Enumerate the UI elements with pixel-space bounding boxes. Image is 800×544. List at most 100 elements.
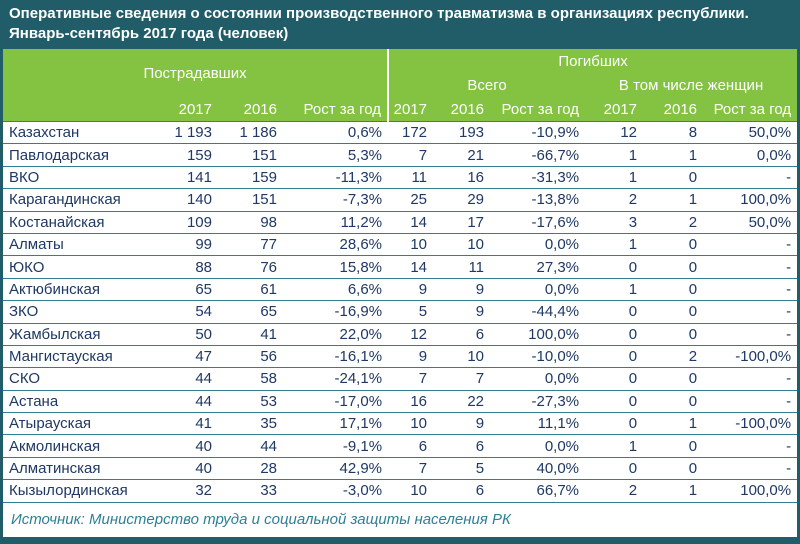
value-cell: 0 [585, 412, 644, 436]
table-row: Алматинская 40 28 42,9% 7 5 40,0% 0 0- [3, 457, 798, 481]
value-cell: 0,0% [490, 233, 586, 257]
value-cell: 10 [433, 345, 491, 369]
value-cell: 5 [388, 300, 434, 324]
value-cell: 6,6% [283, 278, 389, 302]
region-cell: Акмолинская [3, 434, 163, 458]
value-cell: 151 [218, 143, 283, 167]
value-cell: 25 [388, 188, 434, 212]
value-cell: 3 [585, 211, 644, 234]
header-dead-total-2017: 2017 [387, 97, 434, 122]
header-dead-women-growth: Рост за год [703, 97, 798, 122]
value-cell: 5,3% [283, 143, 389, 167]
value-cell: 1 193 [163, 120, 218, 145]
injuries-table: Пострадавших Погибших Всего В том числе … [3, 49, 798, 503]
value-cell: 9 [433, 300, 491, 324]
value-cell: 6 [388, 434, 434, 458]
value-cell: 40 [163, 457, 218, 481]
region-cell: Карагандинская [3, 188, 163, 212]
region-cell: Алматы [3, 233, 163, 257]
value-cell: 10 [433, 233, 491, 257]
value-cell: 2 [585, 188, 644, 212]
value-cell: -11,3% [283, 166, 389, 190]
value-cell: 53 [218, 390, 283, 414]
value-cell: 0,0% [490, 434, 586, 458]
table-row: Астана 44 53 -17,0% 16 22 -27,3% 0 0- [3, 390, 798, 414]
value-cell: 9 [433, 278, 491, 302]
value-cell: 0 [585, 300, 644, 324]
value-cell: 0 [643, 300, 704, 324]
value-cell: 9 [388, 278, 434, 302]
region-cell: Жамбылская [3, 323, 163, 346]
table-body: Казахстан 1 193 1 186 0,6% 172 193 -10,9% 12 8 50… [3, 120, 798, 503]
value-cell: 47 [163, 345, 218, 369]
value-cell: 33 [218, 479, 283, 503]
header-group-dead: Погибших [387, 49, 798, 73]
value-cell: -27,3% [490, 390, 586, 414]
value-cell: 7 [388, 143, 434, 167]
value-cell: 1 [643, 479, 704, 503]
header-dead-total-growth: Рост за год [490, 97, 586, 122]
value-cell: -66,7% [490, 143, 586, 167]
value-cell: 1 [585, 233, 644, 257]
value-cell: 100,0% [703, 479, 798, 503]
value-cell: 10 [388, 412, 434, 436]
value-cell: 1 [585, 434, 644, 458]
region-cell: Актюбинская [3, 278, 163, 302]
header-injured-growth: Рост за год [283, 97, 389, 122]
value-cell: - [703, 434, 798, 458]
value-cell: 50,0% [703, 211, 798, 234]
value-cell: 15,8% [283, 255, 389, 279]
region-cell: ЗКО [3, 300, 163, 324]
value-cell: 41 [218, 323, 283, 346]
value-cell: 9 [433, 412, 491, 436]
value-cell: 2 [585, 479, 644, 503]
table-row: Мангистауская 47 56 -16,1% 9 10 -10,0% 0 2 -100,0… [3, 345, 798, 369]
value-cell: -3,0% [283, 479, 389, 503]
region-cell: Костанайская [3, 211, 163, 234]
value-cell: 0 [585, 345, 644, 369]
value-cell: 22 [433, 390, 491, 414]
value-cell: 1 [643, 412, 704, 436]
value-cell: 0 [585, 390, 644, 414]
table-row: Павлодарская 159 151 5,3% 7 21 -66,7% 1 1 0,0% [3, 143, 798, 167]
value-cell: 32 [163, 479, 218, 503]
region-cell: СКО [3, 367, 163, 391]
value-cell: 54 [163, 300, 218, 324]
value-cell: 2 [643, 211, 704, 234]
value-cell: 7 [388, 367, 434, 391]
value-cell: 7 [433, 367, 491, 391]
header-dead-women-2016: 2016 [643, 97, 704, 122]
value-cell: 11 [433, 255, 491, 279]
value-cell: 16 [433, 166, 491, 190]
value-cell: 0 [643, 434, 704, 458]
value-cell: 1 [643, 143, 704, 167]
value-cell: -100,0% [703, 412, 798, 436]
value-cell: 6 [433, 323, 491, 346]
value-cell: 100,0% [703, 188, 798, 212]
value-cell: - [703, 323, 798, 346]
value-cell: 35 [218, 412, 283, 436]
value-cell: 17,1% [283, 412, 389, 436]
value-cell: 5 [433, 457, 491, 481]
value-cell: 159 [163, 143, 218, 167]
value-cell: 14 [388, 211, 434, 234]
table-row: Атырауская 41 35 17,1% 10 9 11,1% 0 1 -100,0% [3, 412, 798, 436]
table-row: Жамбылская 50 41 22,0% 12 6 100,0% 0 0- [3, 323, 798, 346]
value-cell: - [703, 166, 798, 190]
value-cell: -17,0% [283, 390, 389, 414]
value-cell: 0,6% [283, 120, 389, 145]
value-cell: 11 [388, 166, 434, 190]
value-cell: 28,6% [283, 233, 389, 257]
value-cell: 41 [163, 412, 218, 436]
value-cell: 0,0% [490, 278, 586, 302]
table-row: Костанайская 109 98 11,2% 14 17 -17,6% 3 2 50,0% [3, 211, 798, 234]
header-dead-total-2016: 2016 [433, 97, 491, 122]
value-cell: 44 [163, 367, 218, 391]
value-cell: 172 [388, 120, 434, 145]
table-row: Кызылординская 32 33 -3,0% 10 6 66,7% 2 1 100,0% [3, 479, 798, 503]
header-injured-2017: 2017 [163, 97, 218, 122]
value-cell: 7 [388, 457, 434, 481]
value-cell: 40,0% [490, 457, 586, 481]
value-cell: 17 [433, 211, 491, 234]
